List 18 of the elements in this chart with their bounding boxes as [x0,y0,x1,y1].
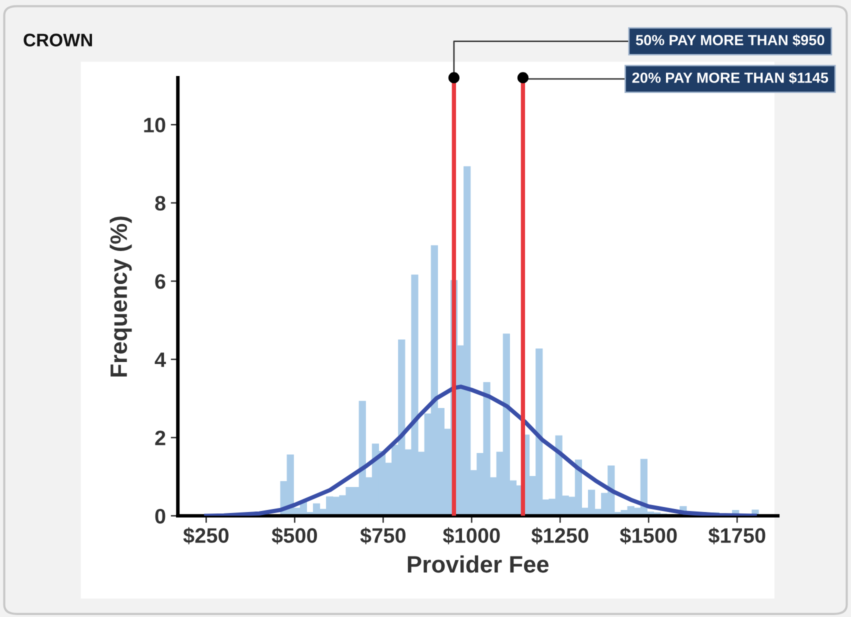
ref-line-label: 20% PAY MORE THAN $1145 [632,72,828,84]
y-tick-label: 4 [154,352,166,367]
x-tick-label: $1000 [442,527,500,544]
chart-title: CROWN [24,34,92,46]
x-tick-label: $500 [272,527,317,544]
ref-line-label: 50% PAY MORE THAN $950 [636,34,824,46]
y-tick-label: 6 [155,274,166,289]
y-tick-label: 8 [155,196,166,211]
y-axis-title: Frequency (%) [110,216,132,377]
y-tick-label: 2 [155,430,166,446]
x-axis-title: Provider Fee [408,555,549,573]
x-tick-label: $1750 [708,527,766,544]
x-tick-label: $1250 [531,527,588,544]
y-tick-label: 10 [144,118,166,132]
x-tick-label: $250 [183,527,228,544]
y-tick-label: 0 [155,508,166,524]
x-tick-label: $1500 [620,527,677,544]
x-tick-label: $750 [360,527,406,544]
